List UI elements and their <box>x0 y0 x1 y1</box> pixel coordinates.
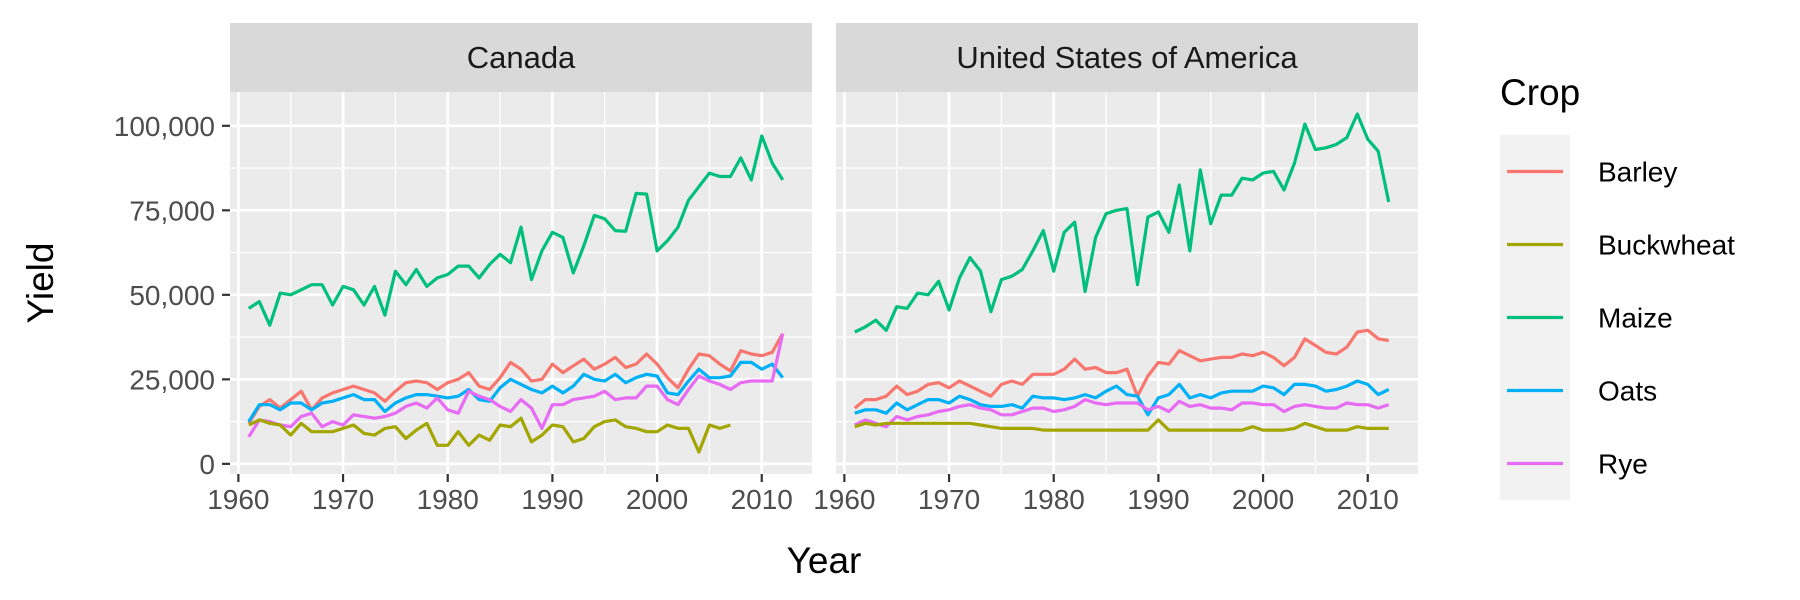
x-tick-label: 2010 <box>731 484 793 515</box>
series-line-rye <box>247 333 785 438</box>
series-line-buckwheat <box>248 416 731 454</box>
series-line-maize <box>247 134 785 327</box>
y-axis-title: Yield <box>20 243 61 324</box>
y-tick-label: 0 <box>199 449 215 480</box>
x-tick-label: 2010 <box>1337 484 1399 515</box>
facet-strip <box>230 23 812 92</box>
legend-label-buckwheat: Buckwheat <box>1598 230 1735 261</box>
series-line-barley <box>247 332 785 425</box>
series-line-rye <box>854 398 1390 429</box>
panel-background <box>230 92 812 474</box>
facet-strip <box>836 23 1418 92</box>
legend-label-rye: Rye <box>1598 449 1648 480</box>
x-tick-label: 1990 <box>1127 484 1189 515</box>
series-line-barley <box>853 328 1389 410</box>
panel-background <box>836 92 1418 474</box>
y-tick-label: 25,000 <box>129 364 215 395</box>
legend-label-maize: Maize <box>1598 303 1673 334</box>
legend-title: Crop <box>1500 72 1580 113</box>
legend-label-barley: Barley <box>1598 157 1677 188</box>
x-tick-label: 1970 <box>312 484 374 515</box>
y-tick-label: 75,000 <box>129 195 215 226</box>
facet-strip-label: United States of America <box>956 40 1298 75</box>
series-line-oats <box>854 379 1390 417</box>
y-tick-label: 100,000 <box>114 111 215 142</box>
facet-panel-1: United States of America <box>836 23 1418 474</box>
facet-strip-label: Canada <box>467 40 576 75</box>
x-tick-label: 2000 <box>1232 484 1294 515</box>
facet-panel-0: Canada <box>230 23 812 474</box>
x-axis-title: Year <box>787 540 862 581</box>
legend: Crop Barley Buckwheat Maize Oats Rye <box>1500 72 1735 500</box>
series-line-oats <box>247 360 784 423</box>
legend-label-oats: Oats <box>1598 376 1657 407</box>
y-tick-label: 50,000 <box>129 280 215 311</box>
x-tick-label: 1970 <box>918 484 980 515</box>
x-tick-label: 1990 <box>521 484 583 515</box>
series-line-buckwheat <box>854 418 1389 432</box>
x-tick-label: 1980 <box>417 484 479 515</box>
x-tick-label: 2000 <box>626 484 688 515</box>
series-line-maize <box>854 112 1391 334</box>
x-tick-label: 1960 <box>813 484 875 515</box>
x-tick-label: 1960 <box>207 484 269 515</box>
x-tick-label: 1980 <box>1023 484 1085 515</box>
